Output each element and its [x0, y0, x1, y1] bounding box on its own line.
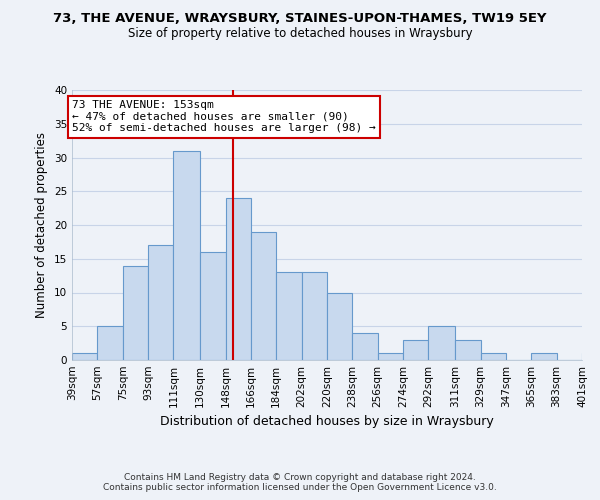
Bar	[327, 292, 352, 360]
Bar	[428, 326, 455, 360]
Bar	[226, 198, 251, 360]
Text: Contains HM Land Registry data © Crown copyright and database right 2024.
Contai: Contains HM Land Registry data © Crown c…	[103, 473, 497, 492]
Bar	[481, 353, 506, 360]
Text: Size of property relative to detached houses in Wraysbury: Size of property relative to detached ho…	[128, 28, 472, 40]
Bar	[582, 353, 600, 360]
Bar	[276, 272, 302, 360]
Bar	[531, 353, 557, 360]
Bar	[455, 340, 481, 360]
Bar	[352, 333, 378, 360]
Text: 73, THE AVENUE, WRAYSBURY, STAINES-UPON-THAMES, TW19 5EY: 73, THE AVENUE, WRAYSBURY, STAINES-UPON-…	[53, 12, 547, 26]
Bar	[378, 353, 403, 360]
X-axis label: Distribution of detached houses by size in Wraysbury: Distribution of detached houses by size …	[160, 416, 494, 428]
Bar	[173, 151, 200, 360]
Bar	[200, 252, 226, 360]
Bar	[302, 272, 327, 360]
Bar	[148, 245, 173, 360]
Bar	[251, 232, 276, 360]
Bar	[72, 353, 97, 360]
Bar	[97, 326, 123, 360]
Y-axis label: Number of detached properties: Number of detached properties	[35, 132, 49, 318]
Bar	[403, 340, 428, 360]
Bar	[123, 266, 148, 360]
Text: 73 THE AVENUE: 153sqm
← 47% of detached houses are smaller (90)
52% of semi-deta: 73 THE AVENUE: 153sqm ← 47% of detached …	[72, 100, 376, 134]
